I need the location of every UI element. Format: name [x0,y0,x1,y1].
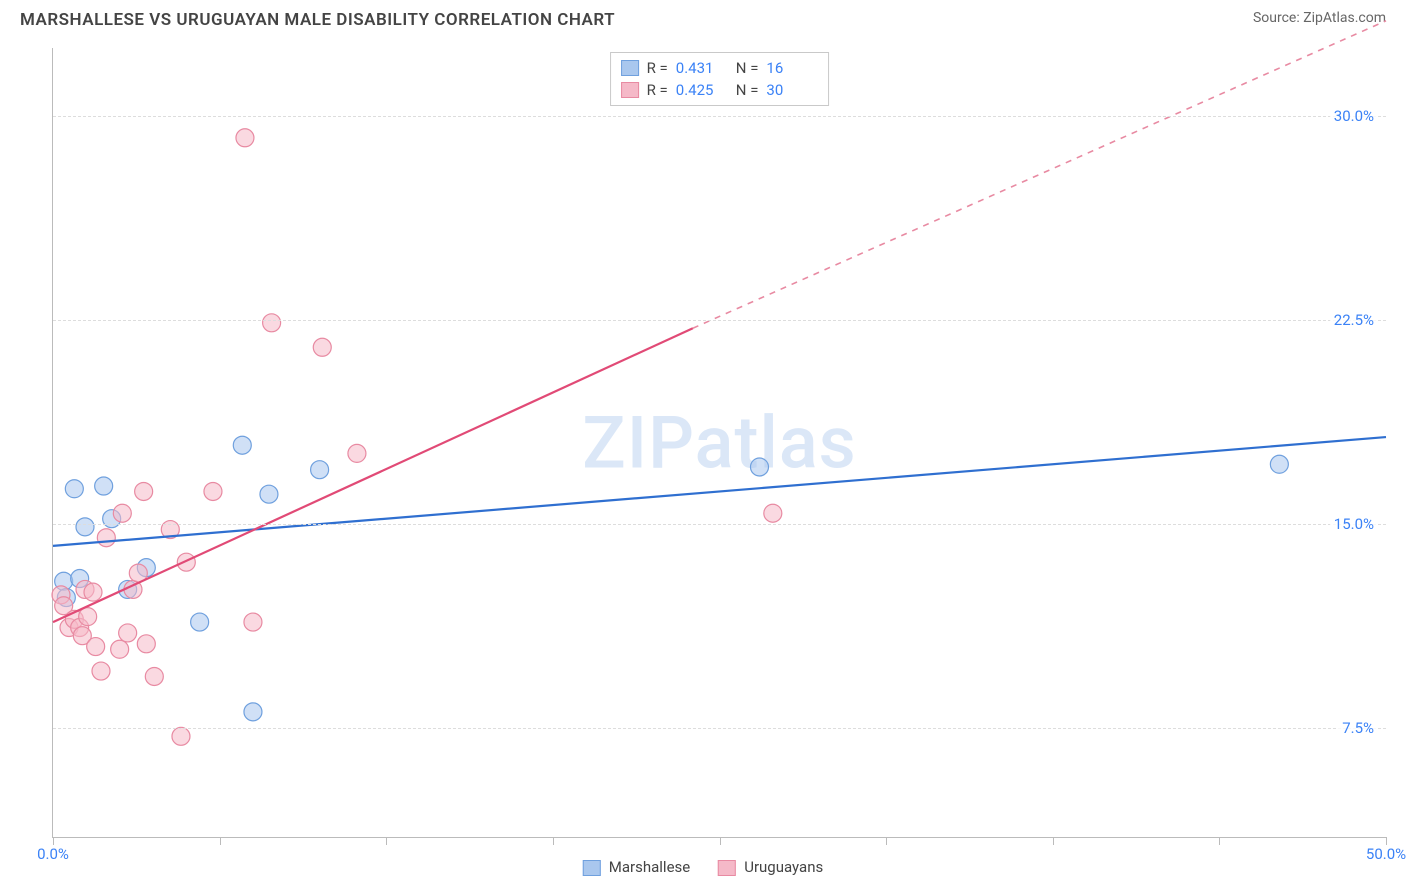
data-point [65,480,83,498]
data-point [244,703,262,721]
legend-swatch [621,82,639,98]
legend-stat-row: R = 0.431 N = 16 [621,57,819,79]
data-point [348,444,366,462]
legend-series-label: Uruguayans [744,858,823,876]
legend-n-label: N = [736,59,759,77]
xtick-label: 0.0% [37,845,69,863]
data-point [313,338,331,356]
legend-series: Marshallese Uruguayans [583,858,823,876]
data-point [95,477,113,495]
gridline [53,728,1386,729]
ytick-label: 15.0% [1330,515,1378,533]
data-point [97,529,115,547]
data-point [750,458,768,476]
legend-r-label: R = [647,81,668,99]
legend-n-value: 16 [766,59,818,77]
xtick [1219,837,1220,845]
xtick [553,837,554,845]
xtick [53,837,54,845]
data-point [84,583,102,601]
data-point [135,482,153,500]
legend-r-label: R = [647,59,668,77]
data-point [204,482,222,500]
data-point [244,613,262,631]
legend-swatch [718,860,736,876]
data-point [260,485,278,503]
data-point [191,613,209,631]
legend-r-value: 0.431 [676,59,728,77]
data-point [172,727,190,745]
data-point [76,518,94,536]
legend-series-label: Marshallese [609,858,690,876]
legend-series-item: Marshallese [583,858,690,876]
data-point [79,608,97,626]
data-point [177,553,195,571]
legend-n-label: N = [736,81,759,99]
xtick [1053,837,1054,845]
trend-line [53,328,693,622]
legend-r-value: 0.425 [676,81,728,99]
data-point [236,129,254,147]
xtick [220,837,221,845]
data-point [263,314,281,332]
data-point [119,624,137,642]
data-point [113,504,131,522]
data-point [311,461,329,479]
legend-stats-box: R = 0.431 N = 16 R = 0.425 N = 30 [610,52,830,106]
legend-swatch [621,60,639,76]
legend-stat-row: R = 0.425 N = 30 [621,79,819,101]
ytick-label: 7.5% [1338,719,1378,737]
data-point [92,662,110,680]
xtick [720,837,721,845]
xtick [886,837,887,845]
data-point [233,436,251,454]
source-label: Source: ZipAtlas.com [1253,10,1386,26]
legend-n-value: 30 [766,81,818,99]
xtick-label: 50.0% [1366,845,1406,863]
data-point [111,640,129,658]
plot-svg [53,48,1386,837]
gridline [53,524,1386,525]
data-point [1270,455,1288,473]
xtick [1386,837,1387,845]
xtick [386,837,387,845]
ytick-label: 22.5% [1330,311,1378,329]
chart-area: ZIPatlas R =0.431N =16R =0.425N =30 7.5%… [52,48,1386,838]
data-point [145,667,163,685]
data-point [87,638,105,656]
legend-series-item: Uruguayans [718,858,823,876]
data-point [137,635,155,653]
ytick-label: 30.0% [1330,107,1378,125]
legend-swatch [583,860,601,876]
plot-region: ZIPatlas R =0.431N =16R =0.425N =30 7.5%… [52,48,1386,838]
data-point [764,504,782,522]
gridline [53,320,1386,321]
gridline [53,116,1386,117]
chart-title: MARSHALLESE VS URUGUAYAN MALE DISABILITY… [20,10,615,30]
